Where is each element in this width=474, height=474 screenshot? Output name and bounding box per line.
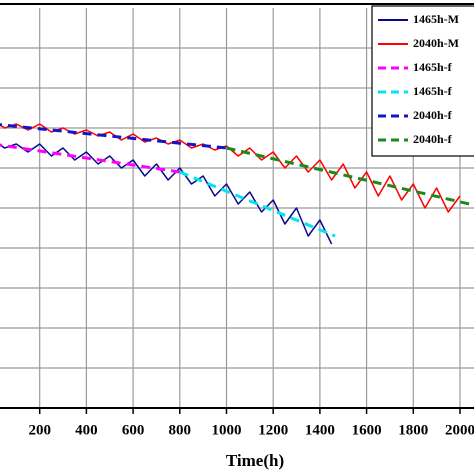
legend-label: 2040h-f bbox=[413, 132, 453, 146]
legend-label: 2040h-M bbox=[413, 36, 459, 50]
series-line bbox=[226, 146, 470, 206]
x-tick-label: 800 bbox=[169, 422, 192, 438]
legend-box bbox=[371, 5, 474, 157]
legend: 1465h-M 2040h-M 1465h-f 1465h-f 2040h-f 2040h… bbox=[371, 5, 474, 157]
x-tick-label: 200 bbox=[28, 422, 51, 438]
legend-label: 1465h-f bbox=[413, 84, 453, 98]
series-line bbox=[0, 143, 181, 174]
x-tick-label: 400 bbox=[75, 422, 98, 438]
series-line bbox=[179, 170, 336, 238]
x-tick-label: 1200 bbox=[258, 422, 288, 438]
x-axis-label: Time(h) bbox=[226, 451, 284, 470]
x-tick-label: 1800 bbox=[398, 422, 428, 438]
x-tick-label: 1400 bbox=[305, 422, 335, 438]
legend-label: 2040h-f bbox=[413, 108, 453, 122]
x-tick-label: 600 bbox=[122, 422, 145, 438]
x-tick-label: 1000 bbox=[211, 422, 241, 438]
x-tick-label: 1600 bbox=[352, 422, 382, 438]
series-line bbox=[0, 123, 227, 150]
series-line bbox=[0, 143, 333, 245]
legend-label: 1465h-M bbox=[413, 12, 459, 26]
x-tick-label: 2000 bbox=[445, 422, 474, 438]
legend-label: 1465h-f bbox=[413, 60, 453, 74]
